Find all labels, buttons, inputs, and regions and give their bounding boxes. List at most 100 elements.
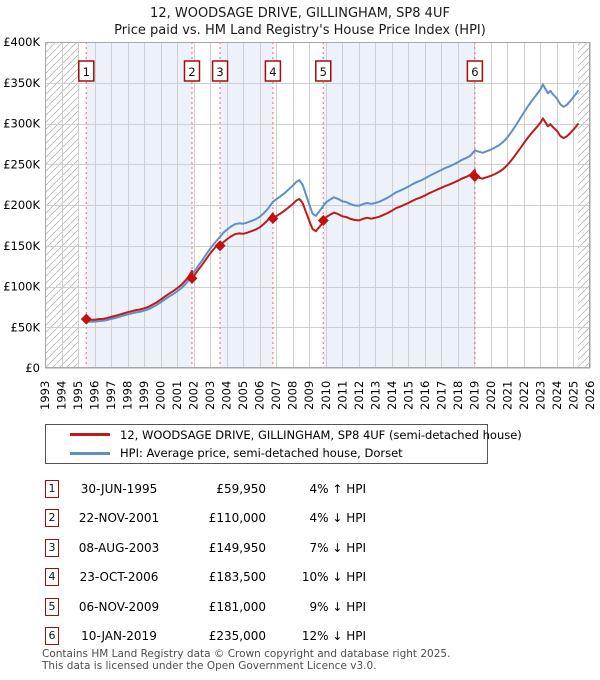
sale-number-label: 6 <box>471 65 478 79</box>
sale-marker <box>267 212 279 224</box>
x-tick-label: 2007 <box>269 381 283 410</box>
transaction-row: 6 10-JAN-2019 £235,000 12% ↓ HPI <box>45 622 375 652</box>
sale-number-box <box>211 60 229 82</box>
title-block: 12, WOODSAGE DRIVE, GILLINGHAM, SP8 4UF … <box>0 5 600 39</box>
transaction-date: 10-JAN-2019 <box>81 629 157 644</box>
x-tick-label: 2008 <box>286 381 300 410</box>
y-tick-label: £200K <box>3 198 40 212</box>
transaction-date: 06-NOV-2009 <box>78 599 160 614</box>
sale-marker <box>214 240 226 252</box>
transaction-row: 4 23-OCT-2006 £183,500 10% ↓ HPI <box>45 563 375 593</box>
x-tick-label: 2006 <box>253 381 267 410</box>
sale-number-label: 2 <box>188 65 195 79</box>
sale-number-label: 4 <box>269 65 276 79</box>
footer-licence: This data is licensed under the Open Gov… <box>42 659 377 672</box>
sale-number-box <box>315 60 332 82</box>
sale-marker <box>317 214 329 226</box>
legend-item-label: 12, WOODSAGE DRIVE, GILLINGHAM, SP8 4UF … <box>120 427 522 442</box>
transaction-price: £59,950 <box>216 481 266 496</box>
x-tick-label: 1995 <box>71 381 85 410</box>
sale-number-label: 5 <box>320 65 327 79</box>
y-tick-label: £400K <box>3 35 40 49</box>
transaction-hpi-delta: 7% ↓ HPI <box>309 540 366 555</box>
x-tick-label: 2025 <box>566 381 580 410</box>
transaction-hpi-delta: 4% ↑ HPI <box>309 481 366 496</box>
x-tick-label: 2013 <box>368 381 382 410</box>
x-tick-label: 2014 <box>385 381 399 410</box>
transaction-hpi-delta: 4% ↓ HPI <box>309 511 366 526</box>
y-tick-label: £0 <box>25 361 40 375</box>
legend-line-swatch <box>70 451 110 455</box>
transaction-price: £183,500 <box>208 570 266 585</box>
legend-item-label: HPI: Average price, semi-detached house,… <box>120 446 403 461</box>
page-subtitle: Price paid vs. HM Land Registry's House … <box>114 23 486 38</box>
x-tick-label: 2026 <box>583 381 597 410</box>
transaction-price: £110,000 <box>208 511 266 526</box>
x-tick-label: 2020 <box>484 381 498 410</box>
x-tick-label: 2017 <box>434 381 448 410</box>
sale-number-label: 3 <box>216 65 223 79</box>
transaction-date: 08-AUG-2003 <box>78 540 160 555</box>
x-tick-label: 1997 <box>104 381 118 410</box>
page-title: 12, WOODSAGE DRIVE, GILLINGHAM, SP8 4UF <box>150 6 450 21</box>
sale-marker <box>469 170 481 182</box>
sale-marker <box>186 272 198 284</box>
transaction-number-badge: 4 <box>45 568 59 587</box>
property-line <box>85 117 579 321</box>
x-tick-label: 2023 <box>533 381 547 410</box>
price-chart: 1 2 3 4 5 6 £0 £50K £100K £150K £200K £250K £300K £35… <box>3 35 597 410</box>
sale-number-label: 1 <box>83 65 90 79</box>
legend-item: 12, WOODSAGE DRIVE, GILLINGHAM, SP8 4UF … <box>52 427 522 443</box>
transaction-number-badge: 6 <box>45 627 59 646</box>
legend: 12, WOODSAGE DRIVE, GILLINGHAM, SP8 4UF … <box>45 424 522 464</box>
x-tick-label: 2004 <box>220 381 234 410</box>
sale-number-box <box>78 60 95 82</box>
transaction-price: £235,000 <box>208 629 266 644</box>
transaction-number-badge: 1 <box>45 479 59 498</box>
transaction-row: 5 06-NOV-2009 £181,000 9% ↓ HPI <box>45 592 375 622</box>
transaction-date: 23-OCT-2006 <box>79 570 159 585</box>
transaction-hpi-delta: 12% ↓ HPI <box>301 629 366 644</box>
sale-number-box <box>264 60 282 82</box>
transaction-number-badge: 3 <box>45 538 59 557</box>
y-tick-label: £300K <box>3 117 40 131</box>
transaction-price: £149,950 <box>208 540 266 555</box>
x-tick-label: 2021 <box>500 381 514 410</box>
sale-number-box <box>183 60 201 82</box>
transaction-row: 1 30-JUN-1995 £59,950 4% ↑ HPI <box>45 474 375 504</box>
x-tick-label: 2011 <box>335 381 349 410</box>
x-tick-label: 2024 <box>550 381 564 410</box>
footer-copyright: Contains HM Land Registry data © Crown c… <box>42 648 451 660</box>
x-tick-label: 2000 <box>154 381 168 410</box>
transaction-price: £181,000 <box>208 599 266 614</box>
x-tick-label: 2018 <box>451 381 465 410</box>
transaction-number-badge: 2 <box>45 509 59 528</box>
x-tick-label: 2010 <box>319 381 333 410</box>
x-tick-label: 2019 <box>467 381 481 410</box>
transaction-hpi-delta: 9% ↓ HPI <box>309 599 366 614</box>
x-tick-label: 2022 <box>517 381 531 410</box>
x-tick-label: 1998 <box>121 381 135 410</box>
transaction-row: 3 08-AUG-2003 £149,950 7% ↓ HPI <box>45 533 375 563</box>
transaction-hpi-delta: 10% ↓ HPI <box>301 570 366 585</box>
transaction-row: 2 22-NOV-2001 £110,000 4% ↓ HPI <box>45 504 375 534</box>
y-tick-label: £250K <box>3 157 40 171</box>
x-tick-label: 2005 <box>236 381 250 410</box>
x-tick-label: 1994 <box>55 381 69 410</box>
hpi-line <box>85 83 579 323</box>
y-tick-label: £50K <box>11 320 41 334</box>
y-tick-label: £100K <box>3 280 40 294</box>
x-tick-label: 2002 <box>187 381 201 410</box>
x-tick-label: 1999 <box>137 381 151 410</box>
transaction-number-badge: 5 <box>45 597 59 616</box>
x-tick-label: 2003 <box>203 381 217 410</box>
footer: Contains HM Land Registry data © Crown c… <box>42 648 582 672</box>
x-tick-label: 2009 <box>302 381 316 410</box>
legend-line-swatch <box>70 433 110 437</box>
x-tick-label: 2012 <box>352 381 366 410</box>
y-tick-label: £150K <box>3 239 40 253</box>
x-tick-label: 1996 <box>88 381 102 410</box>
x-tick-label: 1993 <box>38 381 52 410</box>
transactions-table: 1 30-JUN-1995 £59,950 4% ↑ HPI 2 22-NOV-2001 £… <box>45 474 375 651</box>
